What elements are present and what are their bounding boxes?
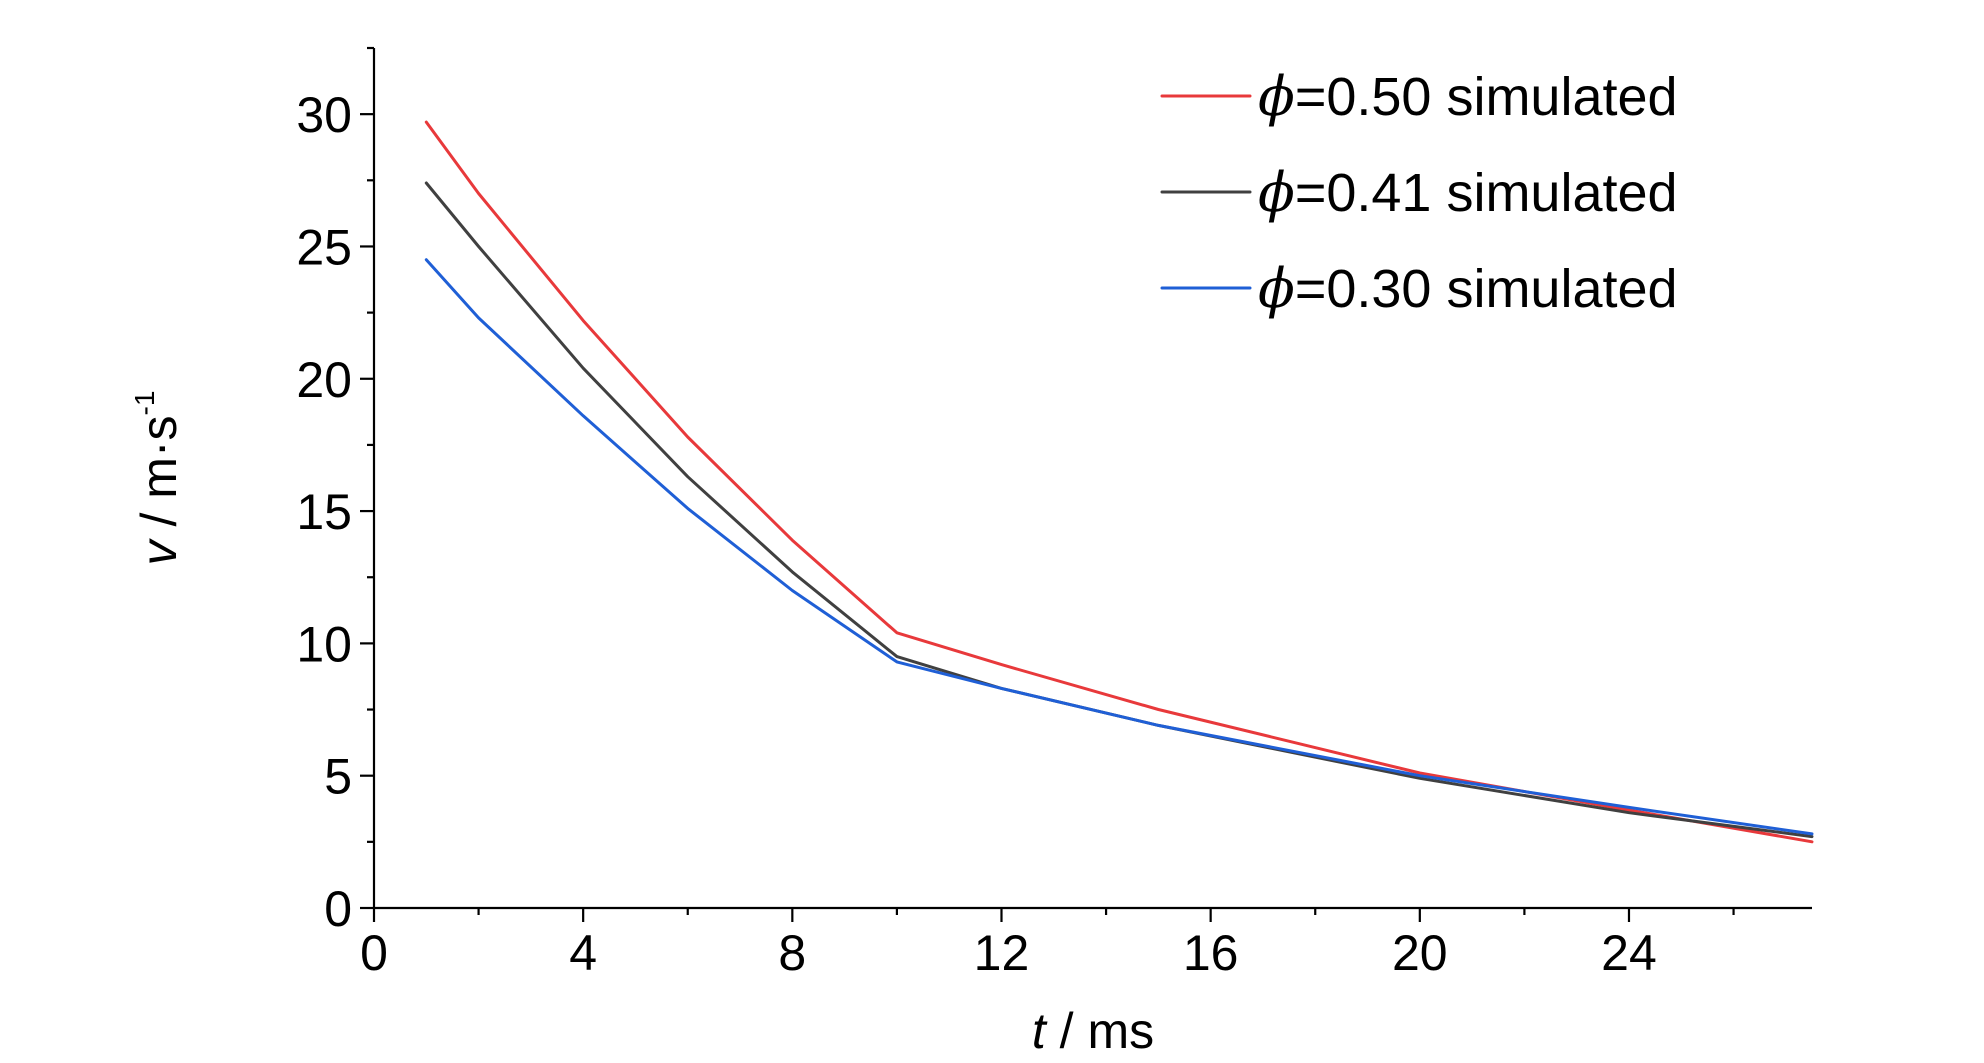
x-tick-label: 20 <box>1392 925 1448 981</box>
axis-ticks <box>360 46 1735 922</box>
x-tick-label: 12 <box>974 925 1030 981</box>
legend-entry-050: ϕ=0.50 simulated <box>1160 65 1678 128</box>
legend-entry-030: ϕ=0.30 simulated <box>1160 257 1678 320</box>
y-axis-label: v / m·s-1 <box>129 391 187 566</box>
series-line-0 <box>424 120 1814 844</box>
legend-label-050: ϕ=0.50 simulated <box>1258 65 1678 128</box>
y-tick-label: 20 <box>296 352 352 408</box>
y-axis-unit: / m·s <box>131 415 187 540</box>
y-tick-label: 30 <box>296 87 352 143</box>
legend: ϕ=0.50 simulated ϕ=0.41 simulated ϕ=0.30… <box>1160 65 1678 320</box>
series-layer <box>424 120 1814 844</box>
x-axis-var: t <box>1032 1003 1048 1059</box>
legend-entry-041: ϕ=0.41 simulated <box>1160 161 1678 224</box>
x-tick-label: 8 <box>778 925 806 981</box>
y-tick-label: 15 <box>296 484 352 540</box>
x-tick-label: 4 <box>569 925 597 981</box>
tick-labels: 0 4 8 12 16 20 24 0 5 10 15 20 25 30 <box>296 87 1656 981</box>
y-tick-label: 0 <box>324 881 352 937</box>
y-axis-unit-sup: -1 <box>129 391 160 416</box>
x-tick-label: 24 <box>1601 925 1657 981</box>
legend-label-030: ϕ=0.30 simulated <box>1258 257 1678 320</box>
y-axis-var: v <box>131 537 187 565</box>
y-tick-label: 5 <box>324 749 352 805</box>
x-axis-unit: / ms <box>1046 1003 1154 1059</box>
x-tick-label: 16 <box>1183 925 1239 981</box>
x-tick-label: 0 <box>360 925 388 981</box>
y-tick-label: 25 <box>296 219 352 275</box>
y-tick-label: 10 <box>296 616 352 672</box>
series-line-2 <box>424 258 1814 836</box>
series-line-1 <box>424 181 1814 839</box>
legend-label-041: ϕ=0.41 simulated <box>1258 161 1678 224</box>
x-axis-label: t / ms <box>1032 1003 1154 1059</box>
